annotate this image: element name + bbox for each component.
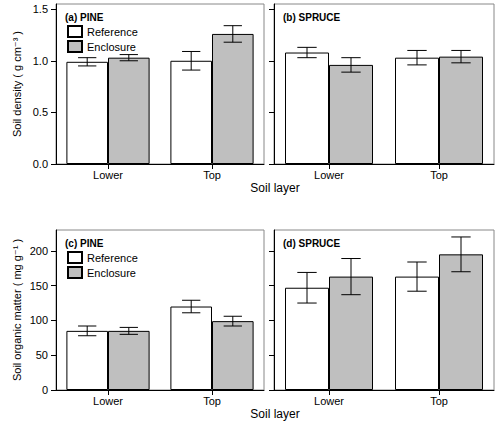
svg-text:50: 50	[36, 349, 48, 361]
svg-text:Top: Top	[430, 395, 448, 407]
svg-text:Reference: Reference	[87, 252, 138, 264]
svg-text:200: 200	[30, 245, 48, 257]
svg-text:Lower: Lower	[93, 169, 123, 181]
svg-text:Top: Top	[203, 395, 221, 407]
svg-text:Lower: Lower	[93, 395, 123, 407]
svg-text:1.0: 1.0	[33, 55, 48, 67]
svg-text:Reference: Reference	[87, 26, 138, 38]
svg-text:(a) PINE: (a) PINE	[65, 12, 104, 23]
svg-text:0.5: 0.5	[33, 106, 48, 118]
svg-text:100: 100	[30, 314, 48, 326]
svg-text:Top: Top	[430, 169, 448, 181]
svg-text:0: 0	[42, 384, 48, 396]
svg-text:(d) SPRUCE: (d) SPRUCE	[283, 238, 341, 249]
svg-text:(c) PINE: (c) PINE	[65, 238, 104, 249]
svg-text:1.5: 1.5	[33, 3, 48, 15]
svg-text:Soil layer: Soil layer	[250, 407, 299, 421]
svg-text:Lower: Lower	[314, 395, 344, 407]
svg-text:Soil layer: Soil layer	[250, 181, 299, 195]
svg-text:Top: Top	[203, 169, 221, 181]
svg-text:Lower: Lower	[314, 169, 344, 181]
svg-text:Soil density ( g cm⁻³ ): Soil density ( g cm⁻³ )	[11, 31, 23, 137]
svg-text:Enclosure: Enclosure	[87, 41, 136, 53]
svg-text:0.0: 0.0	[33, 158, 48, 170]
svg-text:Soil organic matter ( mg g⁻¹ ): Soil organic matter ( mg g⁻¹ )	[11, 239, 23, 381]
svg-text:(b) SPRUCE: (b) SPRUCE	[283, 12, 341, 23]
svg-text:Enclosure: Enclosure	[87, 267, 136, 279]
svg-text:150: 150	[30, 280, 48, 292]
